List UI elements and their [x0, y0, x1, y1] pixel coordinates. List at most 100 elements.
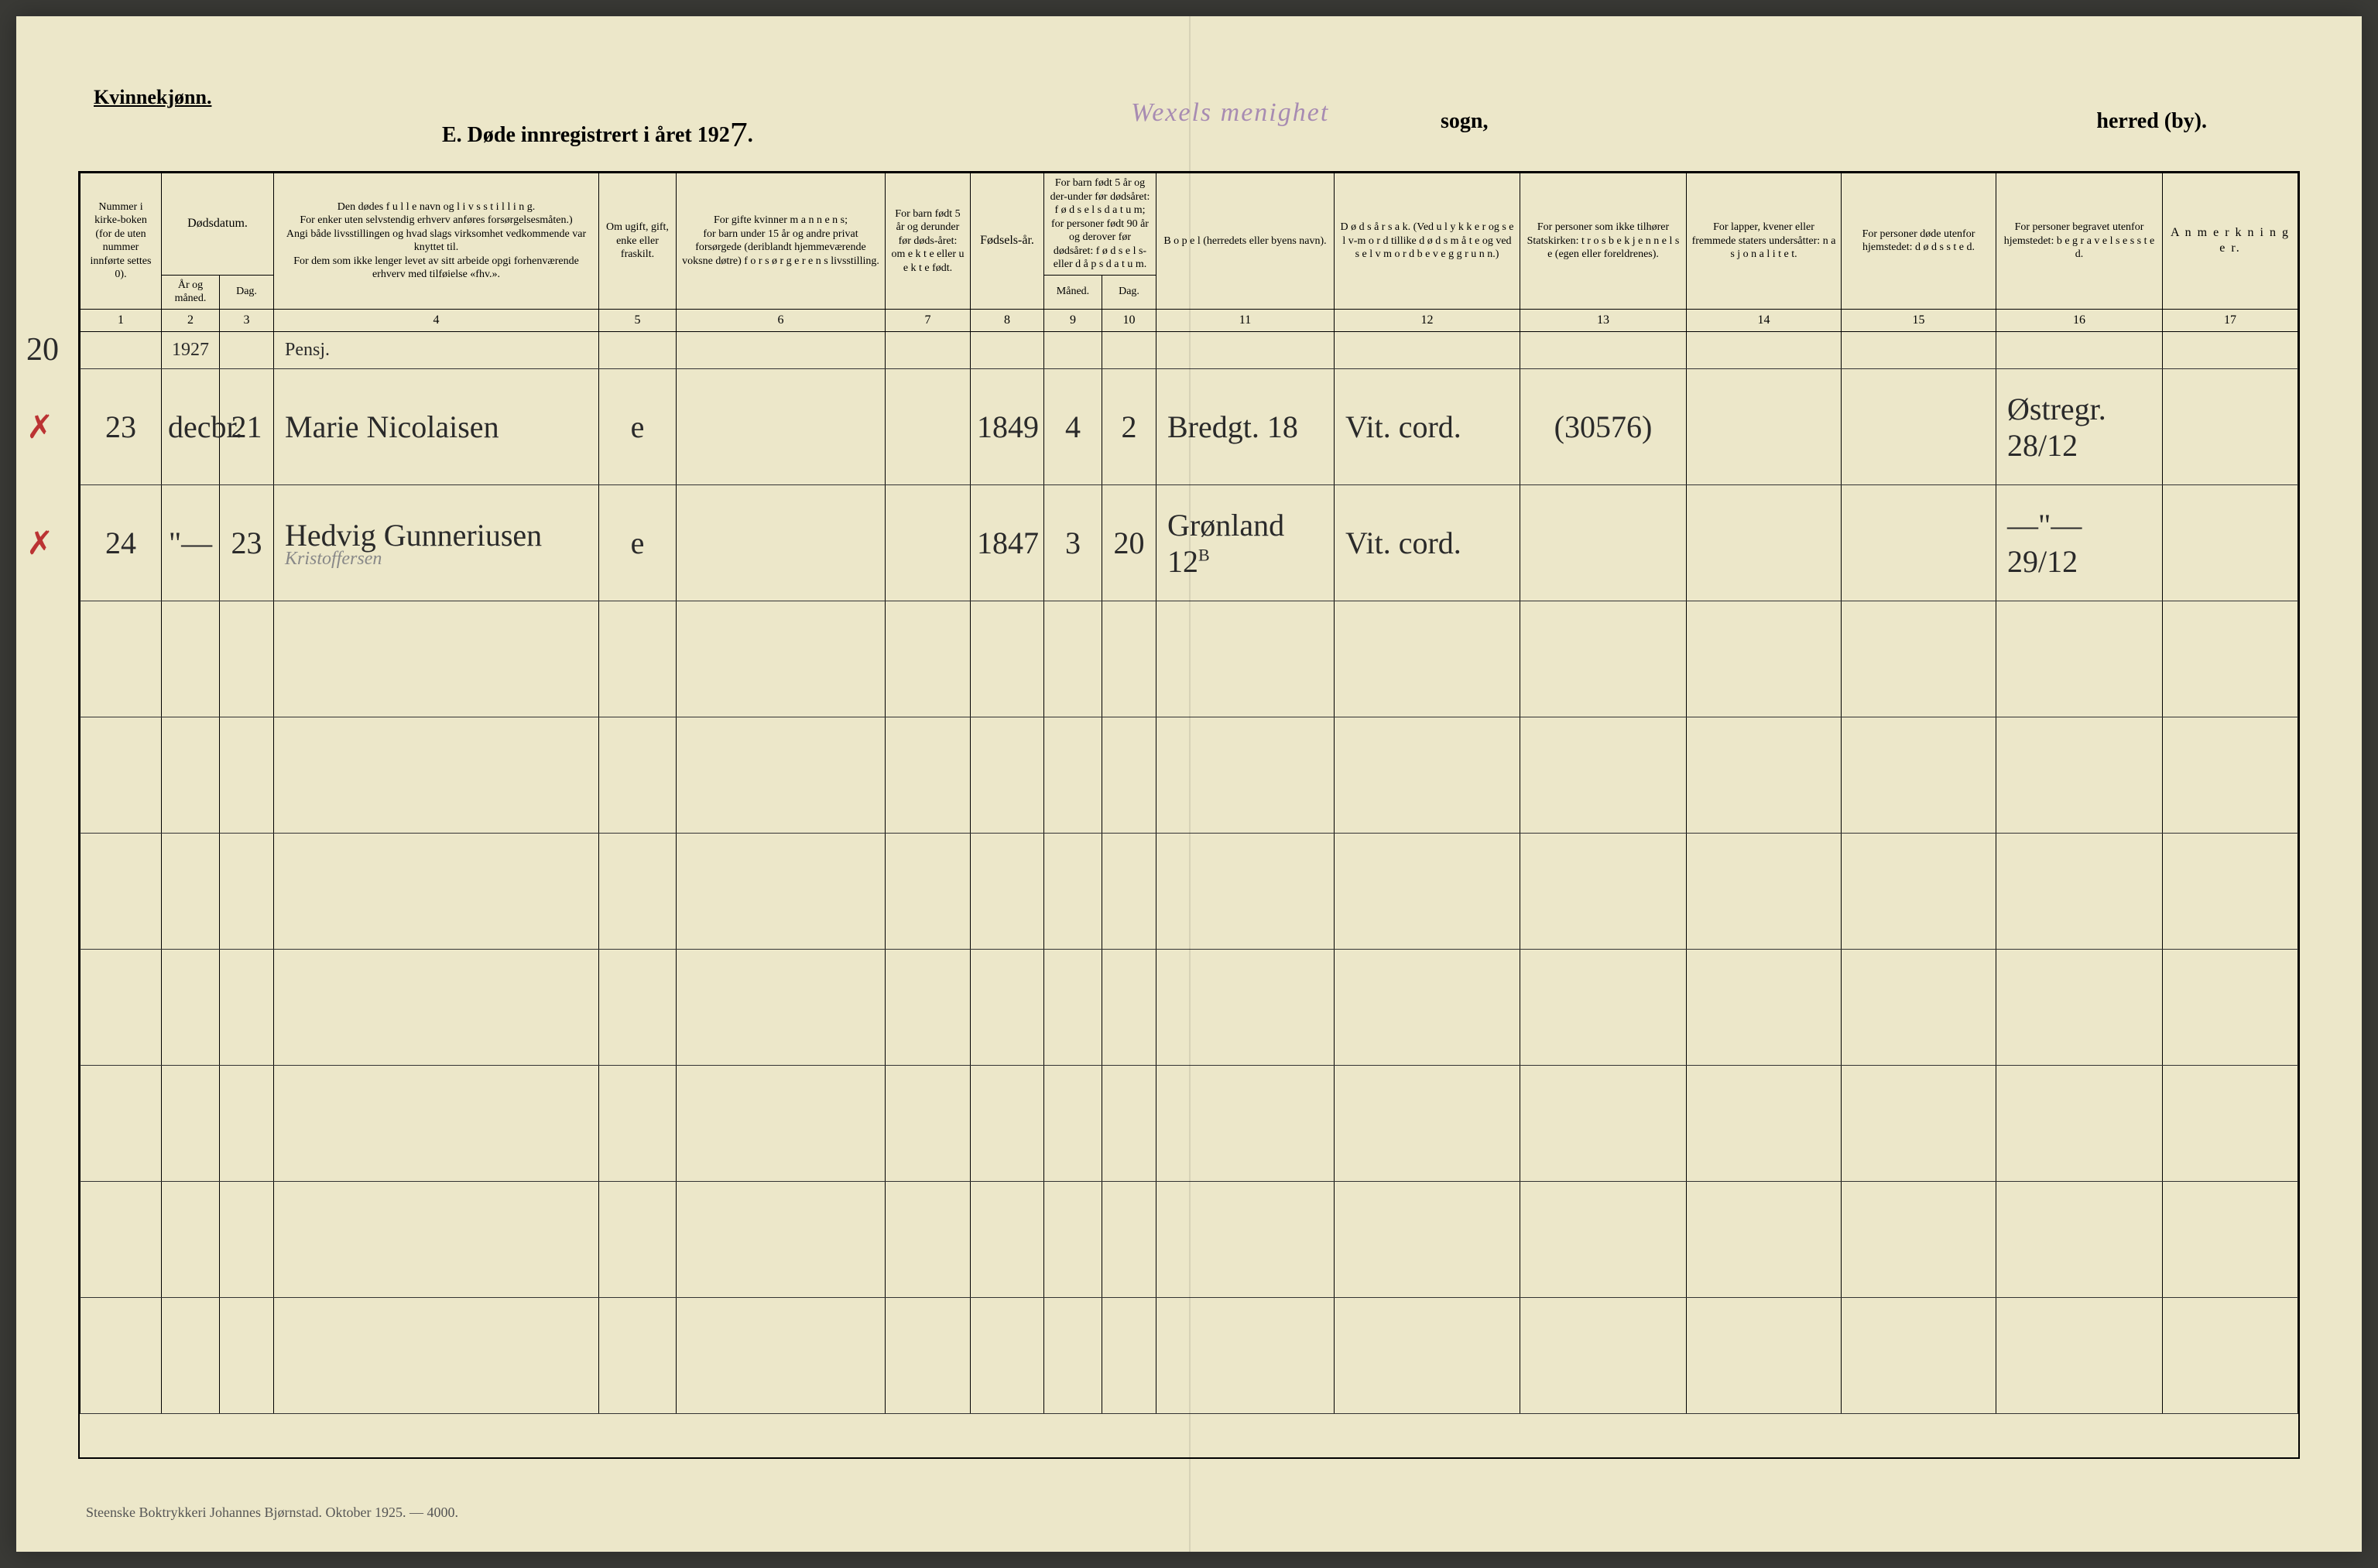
cell-cause: Vit. cord.: [1335, 369, 1520, 485]
col-8a-header: Måned.: [1044, 275, 1102, 309]
cell-status: e: [599, 369, 677, 485]
cell-begr: —"— 29/12: [1996, 485, 2163, 601]
col-4-header: Om ugift, gift, enke eller fraskilt.: [599, 173, 677, 310]
sogn-label: sogn,: [1441, 109, 1488, 134]
col-7-header: Fødsels-år.: [971, 173, 1044, 310]
colnum-4: 4: [274, 309, 599, 331]
colnum-16: 16: [1996, 309, 2163, 331]
bopel-sup: B: [1198, 545, 1210, 564]
cell-faar: 1849: [971, 369, 1044, 485]
cell-nasj: [1687, 369, 1842, 485]
cell-forsorger: [677, 485, 886, 601]
book-spine: [1189, 16, 1191, 1552]
colnum-14: 14: [1687, 309, 1842, 331]
col-5-header: For gifte kvinner m a n n e n s; for bar…: [677, 173, 886, 310]
cell-day: [220, 332, 274, 369]
cell-day: 21: [220, 369, 274, 485]
year-digit: 7: [730, 115, 748, 154]
col-5b: for barn under 15 år og andre privat for…: [682, 228, 879, 267]
cell-tros: (30576): [1520, 369, 1687, 485]
col-8-header: For barn født 5 år og der-under før døds…: [1044, 173, 1156, 276]
cell-bopel: Grønland 12B: [1156, 485, 1335, 601]
cell-year: 1927: [162, 332, 220, 369]
cell-begr: [1996, 332, 2163, 369]
cell-year: "—: [162, 485, 220, 601]
col-13-header: For personer døde utenfor hjemstedet: d …: [1842, 173, 1996, 310]
parish-stamp: Wexels menighet: [1131, 98, 1329, 128]
cell-ekte: [886, 369, 971, 485]
colnum-13: 13: [1520, 309, 1687, 331]
col-9-header: B o p e l (herredets eller byens navn).: [1156, 173, 1335, 310]
name-main: Hedvig Gunneriusen: [285, 518, 542, 553]
cell-cause: [1335, 332, 1520, 369]
col-2-header: Dødsdatum.: [162, 173, 274, 276]
cell-anm: [2163, 369, 2298, 485]
col-3b: For enker uten selvstendig erhverv anfør…: [300, 214, 572, 226]
col-3c: Angi både livsstillingen og hvad slags v…: [286, 228, 586, 254]
cell-fd: 2: [1102, 369, 1156, 485]
colnum-12: 12: [1335, 309, 1520, 331]
colnum-11: 11: [1156, 309, 1335, 331]
cell-year: decbr.: [162, 369, 220, 485]
cell-faar: 1847: [971, 485, 1044, 601]
col-3-header: Den dødes f u l l e navn og l i v s s t …: [274, 173, 599, 310]
printer-footer: Steenske Boktrykkeri Johannes Bjørnstad.…: [86, 1505, 458, 1521]
herred-label: herred (by).: [2096, 109, 2207, 134]
colnum-8: 8: [971, 309, 1044, 331]
cell-name: Pensj.: [274, 332, 599, 369]
colnum-9: 9: [1044, 309, 1102, 331]
cell-fm: 3: [1044, 485, 1102, 601]
colnum-6: 6: [677, 309, 886, 331]
cell-fd: [1102, 332, 1156, 369]
cell-dsted: [1842, 369, 1996, 485]
colnum-2: 2: [162, 309, 220, 331]
title-prefix: E. Døde innregistrert i året 192: [442, 123, 730, 147]
col-5a: For gifte kvinner m a n n e n s;: [714, 214, 848, 226]
cell-name: Marie Nicolaisen: [274, 369, 599, 485]
cell-bopel: [1156, 332, 1335, 369]
cell-day: 23: [220, 485, 274, 601]
colnum-10: 10: [1102, 309, 1156, 331]
ledger-page: Kvinnekjønn. E. Døde innregistrert i åre…: [15, 15, 2363, 1553]
cell-forsorger: [677, 369, 886, 485]
cell-cause: Vit. cord.: [1335, 485, 1520, 601]
cell-name: Hedvig Gunneriusen Kristoffersen: [274, 485, 599, 601]
cell-begr: Østregr. 28/12: [1996, 369, 2163, 485]
colnum-3: 3: [220, 309, 274, 331]
row-number: 23: [105, 409, 136, 444]
cell-forsorger: [677, 332, 886, 369]
col-3d: For dem som ikke lenger levet av sitt ar…: [293, 255, 579, 281]
col-2a-header: År og måned.: [162, 275, 220, 309]
col-12-header: For lapper, kvener eller fremmede stater…: [1687, 173, 1842, 310]
cell-fd: 20: [1102, 485, 1156, 601]
cell-num: 20: [81, 332, 162, 369]
row-number: 24: [105, 526, 136, 560]
colnum-5: 5: [599, 309, 677, 331]
col-6-header: For barn født 5 år og derunder før døds-…: [886, 173, 971, 310]
cell-num: ✗ 24: [81, 485, 162, 601]
cell-ekte: [886, 485, 971, 601]
margin-mark: ✗: [26, 524, 53, 563]
cell-bopel: Bredgt. 18: [1156, 369, 1335, 485]
colnum-7: 7: [886, 309, 971, 331]
col-3a: Den dødes f u l l e navn og l i v s s t …: [338, 201, 535, 213]
cell-dsted: [1842, 332, 1996, 369]
cell-nasj: [1687, 332, 1842, 369]
cell-num: ✗ 23: [81, 369, 162, 485]
bopel-main: Grønland 12: [1167, 508, 1284, 579]
cell-tros: [1520, 332, 1687, 369]
col-2b-header: Dag.: [220, 275, 274, 309]
col-11-header: For personer som ikke tilhører Statskirk…: [1520, 173, 1687, 310]
title-period: .: [748, 123, 753, 147]
cell-anm: [2163, 332, 2298, 369]
cell-fm: [1044, 332, 1102, 369]
cell-nasj: [1687, 485, 1842, 601]
cell-faar: [971, 332, 1044, 369]
col-10-header: D ø d s å r s a k. (Ved u l y k k e r og…: [1335, 173, 1520, 310]
colnum-17: 17: [2163, 309, 2298, 331]
col-1-header: Nummer i kirke-boken (for de uten nummer…: [81, 173, 162, 310]
col-8b-header: Dag.: [1102, 275, 1156, 309]
margin-mark: 20: [26, 331, 59, 368]
col-15-header: A n m e r k n i n g e r.: [2163, 173, 2298, 310]
colnum-15: 15: [1842, 309, 1996, 331]
